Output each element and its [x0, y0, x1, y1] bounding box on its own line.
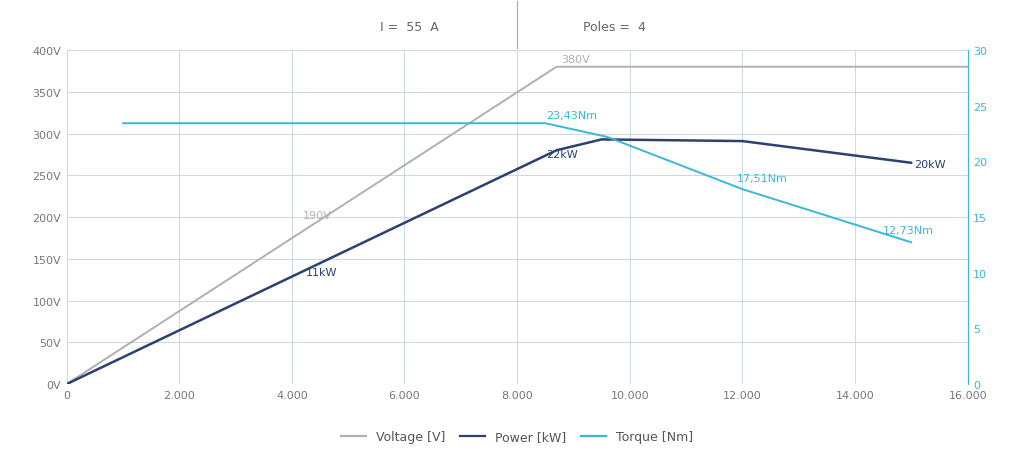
Text: 17,51Nm: 17,51Nm	[737, 174, 787, 183]
Text: 22kW: 22kW	[547, 149, 579, 159]
Text: I =  55  A: I = 55 A	[380, 21, 439, 34]
Text: 190V: 190V	[303, 211, 332, 221]
Text: 12,73Nm: 12,73Nm	[883, 226, 934, 236]
Text: 11kW: 11kW	[306, 268, 338, 278]
Legend: Voltage [V], Power [kW], Torque [Nm]: Voltage [V], Power [kW], Torque [Nm]	[336, 425, 698, 448]
Text: 20kW: 20kW	[914, 159, 946, 169]
Text: 380V: 380V	[561, 55, 590, 65]
Text: Poles =  4: Poles = 4	[583, 21, 646, 34]
Text: 23,43Nm: 23,43Nm	[547, 111, 597, 121]
